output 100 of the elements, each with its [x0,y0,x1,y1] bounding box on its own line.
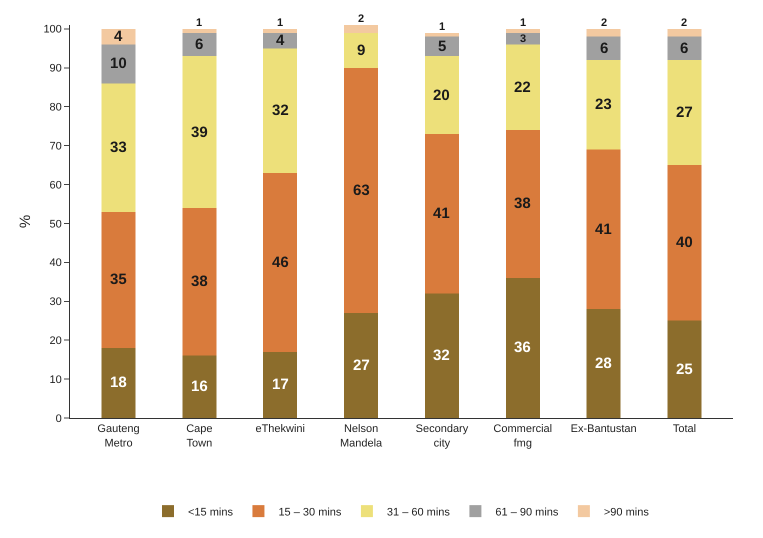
bar [263,352,298,418]
y-tick-label: 0 [56,412,62,425]
data-label: 38 [191,273,208,290]
y-tick-label: 10 [50,374,62,386]
data-label: 23 [595,96,612,113]
y-tick-label: 70 [50,140,62,152]
data-label: 35 [110,271,127,288]
y-tick-label: 30 [50,296,62,308]
data-label: 38 [514,195,531,212]
bar [102,28,136,44]
data-label: 36 [514,339,531,356]
bar [182,32,216,56]
data-label: 6 [195,36,204,53]
data-label: 1 [439,21,446,33]
bar [102,212,136,348]
data-label: 10 [110,55,127,72]
bar [668,165,702,321]
data-label: 41 [595,221,612,238]
bar [102,348,136,418]
bar [424,134,459,294]
bar [344,25,378,33]
y-tick-label: 40 [50,257,62,270]
bar [424,293,459,418]
data-label: 25 [676,361,693,378]
legend-label: >90 mins [604,506,650,518]
data-label: 4 [114,28,123,45]
x-tick-label: Secondary city [416,423,469,450]
bar [263,32,298,48]
bar [506,28,540,33]
y-tick-label: 60 [50,179,62,192]
data-label: 1 [196,17,202,29]
bar [586,36,621,60]
data-label: 6 [600,40,608,57]
x-tick-label: Gauteng Metro [97,423,140,450]
y-tick-label: 20 [50,335,62,348]
data-label: 41 [433,205,450,222]
data-label: 6 [680,40,688,57]
data-label: 18 [110,374,127,391]
data-label: 1 [520,17,526,29]
bar [263,28,298,33]
legend-label: 61 – 90 mins [495,506,559,518]
data-label: 2 [681,17,688,29]
legend-label: 31 – 60 mins [386,506,450,518]
data-label: 3 [520,33,526,45]
bar [668,36,702,60]
data-label: 46 [272,254,289,271]
bar [263,48,298,173]
x-tick-label: Ex-Bantustan [570,423,637,436]
data-label: 32 [272,102,289,119]
data-label: 1 [277,17,284,29]
x-tick-label: Commercial fmg [493,423,552,450]
data-label: 2 [358,13,364,25]
bar [586,28,621,37]
data-label: 16 [191,378,208,395]
data-label: 39 [191,124,208,141]
bar [506,130,540,278]
bar [586,150,621,310]
data-label: 63 [353,182,370,199]
bar [263,172,298,352]
bar [586,309,621,418]
y-tick-label: 90 [50,62,62,75]
data-label: 27 [353,357,370,374]
bar [668,60,702,166]
bar [344,32,378,68]
data-label: 33 [110,139,127,156]
y-tick-label: 80 [50,102,62,114]
data-label: 22 [514,79,531,96]
data-label: 32 [433,347,450,364]
bar [424,56,459,134]
data-label: 40 [676,234,693,251]
x-tick-label: eThekwini [255,423,305,436]
bar [182,56,216,208]
data-label: 9 [357,42,366,59]
data-label: 4 [276,32,285,49]
data-label: 17 [272,376,289,393]
x-tick-label: Total [672,423,696,436]
x-tick-label: Cape Town [186,423,213,450]
bar [424,32,459,37]
y-axis-title: % [17,214,34,228]
bar [102,83,136,212]
bar [668,28,702,37]
x-tick-label: Nelson Mandela [340,423,384,450]
y-tick-label: 100 [43,24,62,36]
bar [506,44,540,130]
data-label: 2 [601,17,608,29]
bar [344,312,378,418]
data-label: 28 [595,355,612,372]
legend-label: 15 – 30 mins [278,506,342,518]
y-tick-label: 50 [50,218,62,230]
bar [506,32,540,44]
bar [182,28,216,33]
bar [182,208,216,356]
data-label: 5 [438,38,446,55]
bar [506,278,540,418]
legend-label: <15 mins [188,506,234,518]
bar [424,36,459,56]
data-label: 20 [433,87,450,104]
bar [586,60,621,150]
bar [344,68,378,313]
data-label: 27 [676,104,693,121]
